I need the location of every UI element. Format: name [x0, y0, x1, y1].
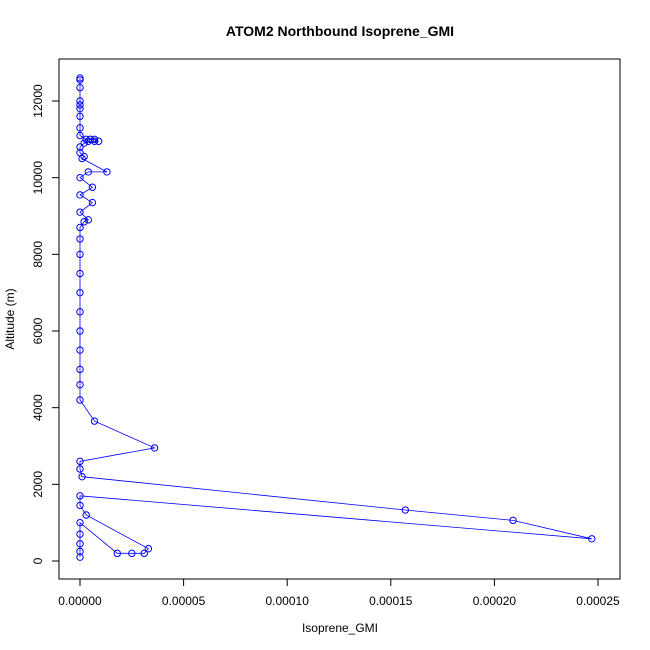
y-tick-label: 0: [31, 557, 45, 564]
x-axis: 0.00000 0.00005 0.00010 0.00015 0.00020 0.000…: [58, 578, 620, 608]
data-point: [88, 198, 97, 207]
data-point: [144, 545, 153, 553]
data-point: [76, 465, 84, 473]
y-tick-label: 6000: [31, 317, 45, 344]
data-point: [76, 235, 84, 243]
data-point: [78, 154, 86, 163]
data-point: [76, 208, 84, 216]
data-point: [150, 444, 159, 452]
y-tick-label: 12000: [31, 84, 45, 118]
y-tick-label: 2000: [31, 471, 45, 498]
data-point: [76, 191, 84, 199]
y-axis-label: Altitude (m): [3, 288, 17, 349]
chart-title: ATOM2 Northbound Isoprene_GMI: [226, 23, 454, 39]
data-point: [84, 137, 92, 145]
data-point: [76, 457, 84, 466]
data-point: [76, 83, 84, 92]
data-point: [76, 380, 84, 389]
y-tick-label: 8000: [31, 241, 45, 268]
x-tick-label: 0.00020: [473, 594, 517, 608]
y-axis: 0 2000 4000 6000 8000 10000 12000: [31, 84, 60, 564]
data-point: [84, 216, 92, 224]
data-point: [76, 327, 84, 335]
data-point: [76, 530, 84, 538]
data-point: [76, 173, 84, 182]
series-line: [79, 78, 592, 558]
x-axis-label: Isoprene_GMI: [302, 621, 378, 635]
data-point: [128, 549, 136, 558]
data-point: [80, 218, 88, 226]
data-point: [80, 139, 88, 147]
x-tick-label: 0.00010: [266, 594, 310, 608]
data-point: [90, 417, 99, 425]
data-point: [76, 396, 84, 404]
data-point: [94, 137, 103, 145]
data-point: [80, 152, 88, 161]
data-point: [401, 506, 410, 514]
data-point: [76, 492, 84, 500]
data-point: [76, 553, 84, 561]
data-point: [86, 135, 95, 144]
data-point: [76, 131, 84, 140]
data-point: [103, 168, 111, 176]
data-point: [588, 535, 596, 543]
data-point: [76, 74, 84, 82]
x-tick-label: 0.00015: [369, 594, 413, 608]
data-point: [509, 516, 517, 525]
data-point: [76, 540, 84, 548]
data-point: [76, 288, 84, 297]
data-point: [78, 472, 86, 481]
x-tick-label: 0.00000: [58, 594, 102, 608]
data-point: [76, 76, 84, 84]
data-point: [76, 269, 84, 278]
x-tick-label: 0.00025: [576, 594, 620, 608]
y-tick-label: 10000: [31, 161, 45, 195]
data-point: [76, 501, 84, 510]
data-point: [76, 308, 84, 316]
data-point: [76, 101, 84, 109]
data-point: [76, 124, 84, 132]
data-point: [76, 518, 84, 527]
y-tick-label: 4000: [31, 394, 45, 421]
data-point: [76, 112, 84, 121]
series-layer: [76, 74, 596, 561]
data-point: [76, 104, 84, 113]
data-point: [82, 135, 90, 144]
x-tick-label: 0.00005: [162, 594, 206, 608]
data-point: [88, 183, 97, 191]
data-point: [84, 168, 92, 176]
data-point: [140, 549, 148, 558]
data-point: [76, 365, 84, 374]
data-point: [76, 143, 84, 151]
data-point: [82, 511, 90, 519]
data-point: [76, 97, 84, 105]
data-point: [76, 223, 84, 232]
data-point: [76, 250, 84, 259]
data-point: [113, 549, 121, 558]
data-point: [76, 547, 84, 556]
data-point: [76, 346, 84, 354]
